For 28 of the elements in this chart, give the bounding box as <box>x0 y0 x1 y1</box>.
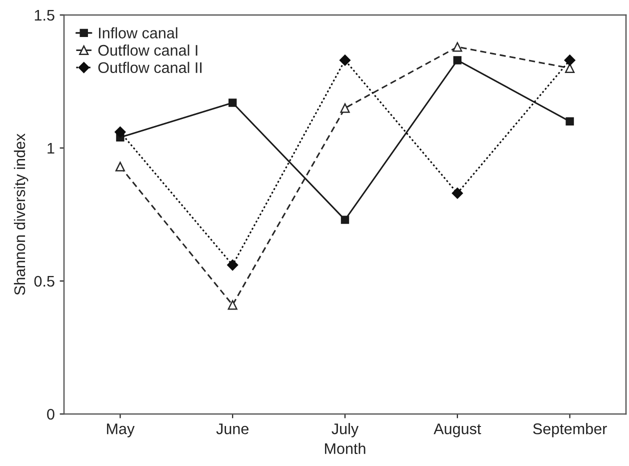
legend-label: Outflow canal I <box>98 44 198 56</box>
legend-label: Inflow canal <box>99 27 178 38</box>
point <box>339 54 351 66</box>
y-tick-label: 0.5 <box>34 276 54 287</box>
point <box>228 98 237 107</box>
point <box>340 216 350 224</box>
point <box>340 103 350 113</box>
point <box>227 260 238 271</box>
point <box>564 54 576 66</box>
y-tick-label: 1 <box>48 143 54 154</box>
x-tick-label: June <box>216 424 248 434</box>
y-axis-title: Shannon diversity index <box>14 134 28 295</box>
y-tick-label: 1.5 <box>34 10 54 21</box>
point <box>228 300 238 310</box>
point <box>114 126 126 138</box>
x-tick-label: September <box>533 423 607 438</box>
y-tick-label: 0 <box>47 408 54 420</box>
point <box>453 56 462 64</box>
point <box>566 117 574 126</box>
point <box>452 42 462 52</box>
x-tick-label: August <box>434 424 482 438</box>
point <box>565 63 575 73</box>
x-tick-label: July <box>332 423 359 438</box>
point <box>452 188 463 199</box>
point <box>115 162 125 172</box>
x-tick-label: May <box>107 424 135 438</box>
x-axis-title: Month <box>325 442 366 454</box>
legend-label: Outflow canal II <box>98 62 202 74</box>
